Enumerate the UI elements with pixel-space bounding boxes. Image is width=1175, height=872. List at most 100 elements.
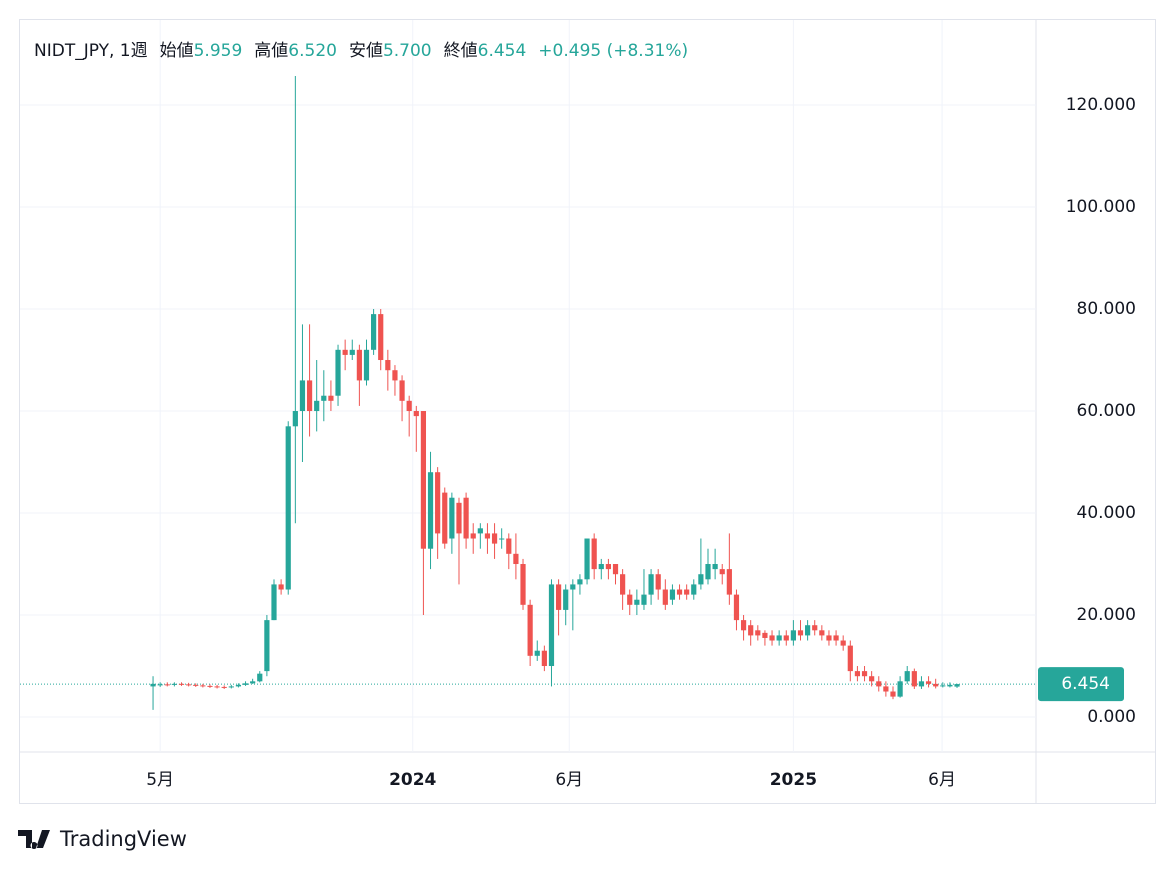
candle-body [890,691,896,697]
x-tick-label: 2025 [770,770,817,790]
candle-body [783,635,789,641]
candle-body [577,579,583,585]
candle-body [769,635,775,641]
candle-body [847,645,853,672]
candle-body [925,681,932,684]
candle-body [555,584,562,610]
candle-body [698,574,704,585]
candle-body [669,589,676,600]
candle-body [563,589,569,610]
field-value: 5.959 [193,41,243,61]
candle-body [819,630,825,636]
candle-body [499,538,505,540]
candle-body [392,370,398,381]
candle-body [620,574,626,595]
candle-body [648,574,654,595]
candle-body [228,686,234,688]
candle-body [235,684,242,687]
candle-body [570,584,576,590]
candle-body [755,630,761,636]
legend-header: NIDT_JPY, 1週 始値5.959 高値6.520 安値5.700 終値6.454… [34,36,700,61]
candle-body [790,630,796,641]
candle-body [854,671,861,677]
candle-body [520,564,526,605]
candle-body [883,686,889,692]
candle-body [399,380,405,401]
candle-body [740,620,747,631]
candle-body [662,589,668,605]
candle-body [306,380,313,412]
candle-body [356,349,362,381]
candle-body [733,594,740,621]
brand-name: TradingView [60,827,187,851]
candle-body [171,683,177,685]
candle-body [655,574,661,590]
field-value: 5.700 [382,41,432,61]
candle-body [826,635,832,641]
y-tick-label: 20.000 [1077,605,1136,625]
candle-body [812,625,818,631]
candle-body [321,395,327,401]
candle-body [271,584,277,621]
candle-body [193,684,199,686]
candle-body [456,502,462,534]
candle-body [954,684,960,687]
candle-body [634,599,640,605]
candle-body [427,472,434,549]
candle-body [947,684,953,687]
candle-body [534,650,540,656]
field-value: 6.520 [288,41,337,61]
candle-body [250,681,256,684]
candle-body [918,681,925,687]
candle-body [691,584,697,595]
candle-body [598,564,604,570]
symbol: NIDT_JPY, 1週 [34,41,148,61]
candle-body [726,569,732,595]
candle-body [584,538,590,580]
field-label: 安値 [348,41,383,61]
candle-body [314,400,320,412]
candle-body [150,683,156,687]
candle-body [712,564,718,570]
candle-body [449,497,455,539]
brand: TradingView [18,824,187,854]
candle-body [762,632,768,638]
candle-body [385,360,391,371]
candle-body [264,620,270,672]
candle-body [221,686,227,688]
candle-body [371,314,377,350]
candle-body [157,684,163,686]
field-value: 6.454 [477,41,527,61]
candle-body [491,533,498,544]
y-tick-label: 100.000 [1066,197,1136,217]
candle-body [278,584,284,590]
candle-body [477,528,483,534]
candle-body [463,497,469,539]
candle-body [869,676,875,682]
candle-body [413,411,419,417]
candle-body [705,564,711,580]
candle-body [676,589,683,595]
candle-body [876,681,882,687]
last-price-label: 6.454 [1061,674,1110,694]
x-tick-label: 6月 [928,770,956,790]
field-label: 高値 [254,41,289,61]
candle-body [484,533,491,539]
candle-body [200,685,206,687]
candle-body [684,589,690,595]
candle-body [378,314,384,361]
field-label: 始値 [159,41,194,61]
candle-body [164,684,170,686]
candle-body [506,538,512,554]
y-tick-label: 80.000 [1077,299,1136,319]
candle-body [940,685,946,687]
candle-body [833,635,839,641]
candle-body [605,564,611,570]
y-tick-label: 40.000 [1077,503,1136,523]
candle-body [435,472,441,534]
candle-body [214,686,220,688]
candle-body [776,635,782,641]
candle-body [548,584,555,667]
candle-body [911,671,917,687]
